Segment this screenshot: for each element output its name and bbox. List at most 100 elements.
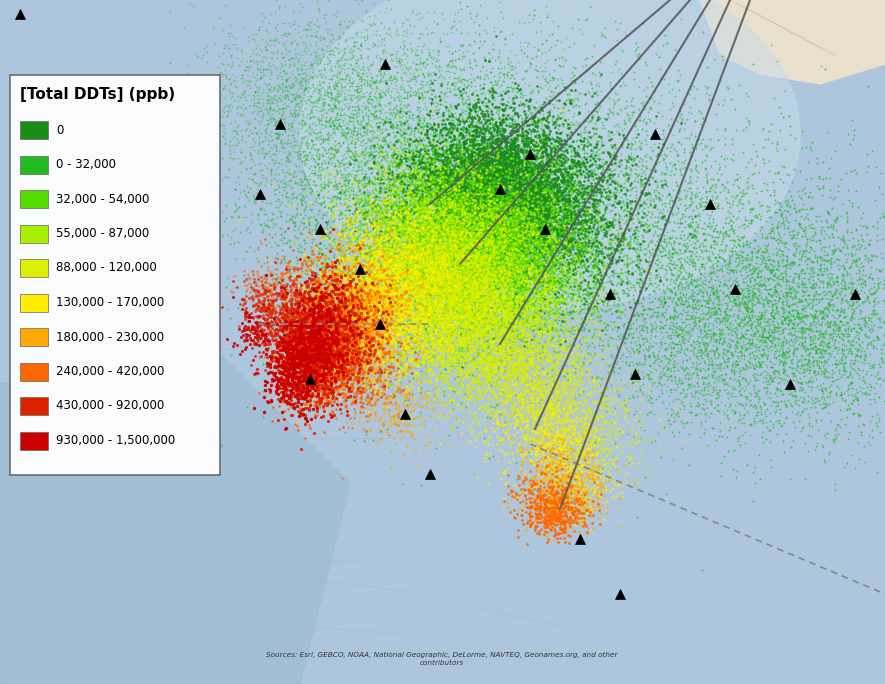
Point	[367, 410, 381, 421]
Point	[470, 302, 484, 313]
Point	[475, 298, 489, 308]
Point	[264, 298, 278, 308]
Point	[729, 284, 743, 295]
Point	[256, 358, 270, 369]
Point	[553, 430, 567, 441]
Point	[514, 408, 528, 419]
Point	[827, 245, 842, 256]
Point	[388, 122, 402, 133]
Point	[444, 173, 458, 184]
Point	[384, 206, 398, 217]
Point	[445, 267, 459, 278]
Point	[825, 300, 839, 311]
Point	[805, 343, 820, 354]
Point	[473, 258, 487, 269]
Point	[325, 350, 339, 361]
Point	[365, 298, 379, 308]
Point	[489, 285, 504, 296]
Point	[542, 428, 556, 438]
Point	[343, 314, 358, 325]
Point	[325, 356, 339, 367]
Point	[550, 311, 565, 321]
Point	[458, 187, 472, 198]
Point	[569, 412, 583, 423]
Point	[465, 223, 479, 234]
Point	[464, 234, 478, 245]
Point	[529, 508, 543, 519]
Point	[412, 92, 427, 103]
Point	[471, 274, 485, 285]
Point	[274, 30, 289, 41]
Point	[489, 254, 503, 265]
Point	[554, 278, 568, 289]
Point	[310, 25, 324, 36]
Point	[349, 345, 363, 356]
Point	[581, 254, 595, 265]
Point	[735, 389, 749, 400]
Point	[432, 231, 446, 242]
Point	[473, 217, 488, 228]
Point	[568, 393, 582, 404]
Point	[258, 293, 272, 304]
Point	[552, 473, 566, 484]
Point	[736, 354, 750, 365]
Point	[635, 315, 650, 326]
Point	[548, 241, 562, 252]
Point	[391, 232, 405, 243]
Point	[402, 270, 416, 281]
Point	[572, 304, 586, 315]
Point	[523, 355, 537, 366]
Point	[506, 169, 520, 180]
Point	[398, 247, 412, 258]
Point	[248, 332, 262, 343]
Point	[606, 189, 620, 200]
Point	[521, 416, 535, 427]
Point	[353, 72, 367, 83]
Point	[399, 155, 413, 166]
Point	[551, 234, 566, 245]
Point	[390, 226, 404, 237]
Point	[415, 250, 429, 261]
Point	[309, 358, 323, 369]
Point	[292, 334, 306, 345]
Point	[428, 246, 442, 256]
Point	[478, 226, 492, 237]
Point	[411, 229, 425, 240]
Point	[486, 87, 500, 98]
Point	[707, 367, 721, 378]
Point	[544, 450, 558, 461]
Point	[346, 352, 360, 363]
Point	[406, 246, 420, 257]
Point	[363, 317, 377, 328]
Point	[313, 365, 327, 376]
Point	[470, 202, 484, 213]
Point	[503, 253, 517, 264]
Text: 430,000 - 920,000: 430,000 - 920,000	[56, 399, 165, 412]
Point	[316, 350, 330, 361]
Point	[775, 351, 789, 362]
Point	[426, 249, 440, 260]
Point	[505, 233, 519, 244]
Point	[495, 256, 509, 267]
Point	[464, 256, 478, 267]
Point	[643, 392, 658, 403]
Point	[526, 313, 540, 324]
Point	[551, 475, 566, 486]
Point	[458, 179, 473, 190]
Point	[655, 235, 669, 246]
Point	[405, 148, 419, 159]
Point	[464, 209, 478, 220]
Point	[518, 187, 532, 198]
Point	[438, 244, 452, 254]
Point	[328, 102, 342, 113]
Point	[836, 347, 850, 358]
Point	[491, 254, 505, 265]
Point	[373, 254, 387, 265]
Point	[429, 241, 443, 252]
Point	[419, 206, 434, 217]
Point	[760, 354, 774, 365]
Point	[506, 248, 520, 259]
Point	[545, 521, 559, 532]
Point	[542, 125, 556, 136]
Point	[461, 235, 475, 246]
